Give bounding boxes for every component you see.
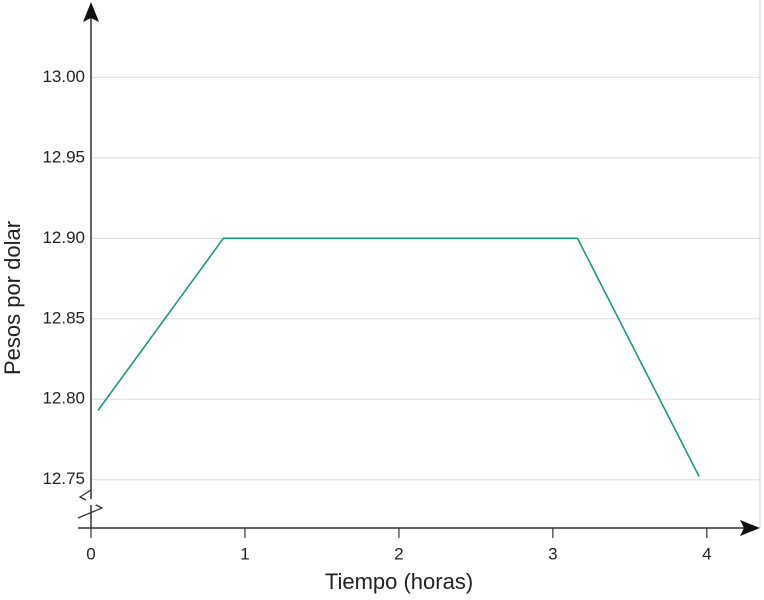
grid [91,76,760,481]
y-tick-label: 12.85 [42,308,85,327]
x-tick-label: 3 [548,544,557,563]
x-tick-label: 4 [702,544,711,563]
y-axis-arrow [83,2,99,22]
y-tick-label: 12.90 [42,228,85,247]
axis-break-gap [86,499,96,505]
y-tick-label: 12.75 [42,469,85,488]
x-tick-label: 0 [86,544,95,563]
x-tick-label: 1 [240,544,249,563]
data-line [97,237,700,477]
x-axis-arrow [740,520,760,536]
x-tick-label: 2 [394,544,403,563]
x-axis-title: Tiempo (horas) [325,569,473,594]
y-tick-label: 12.80 [42,389,85,408]
y-axis-title: Pesos por dolar [0,221,25,375]
y-tick-label: 12.95 [42,147,85,166]
y-tick-label: 13.00 [42,67,85,86]
